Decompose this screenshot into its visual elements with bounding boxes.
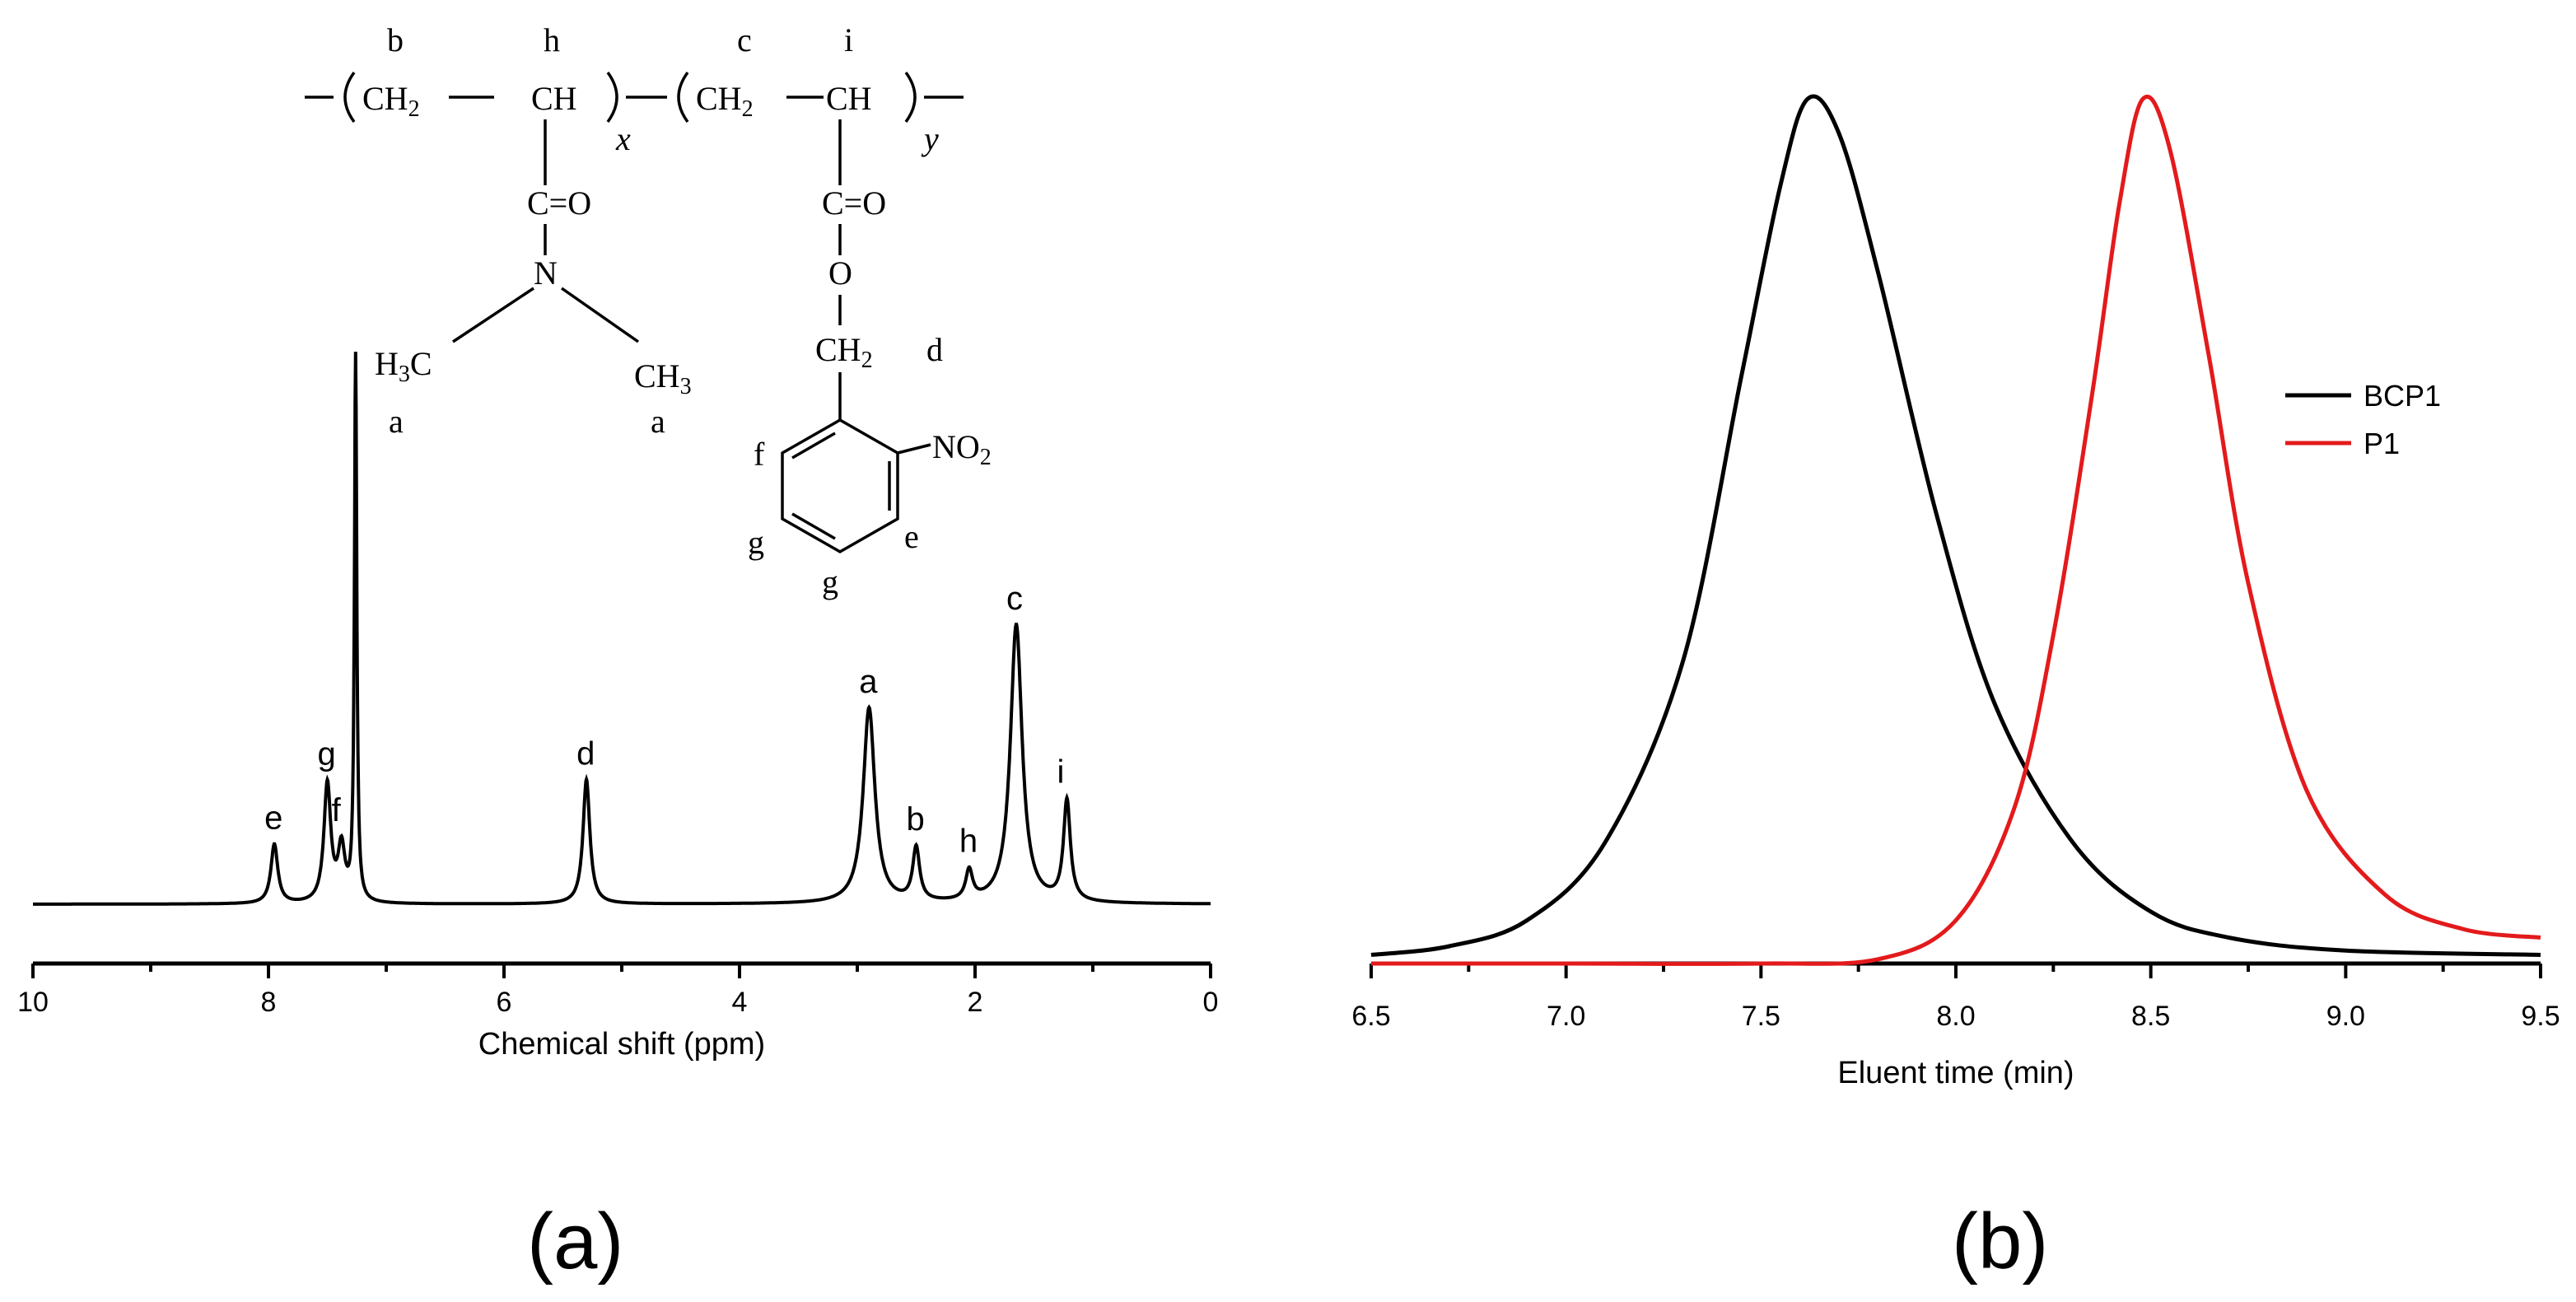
structure-o: O — [828, 254, 852, 292]
structure-bracket-right-y — [904, 71, 917, 124]
structure-bracket-left-x — [343, 71, 356, 124]
structure-ch-y: CH — [826, 80, 872, 117]
structure-label-e: e — [904, 518, 919, 555]
structure-bond — [560, 287, 640, 343]
structure-label-a-right: a — [651, 403, 665, 440]
nmr-x-axis-label: Chemical shift (ppm) — [478, 1027, 765, 1062]
gpc-x-tick-label: 7.0 — [1547, 1001, 1585, 1032]
chemical-structure: CH2 CH x CH2 CH y b h c i C=O N H3C CH3 … — [305, 21, 992, 600]
structure-ch2-y: CH2 — [696, 80, 754, 122]
structure-label-a-left: a — [389, 403, 404, 440]
structure-ch2-x: CH2 — [362, 80, 420, 122]
nmr-x-tick-label: 0 — [1203, 987, 1219, 1018]
benzene-ring — [781, 418, 899, 554]
gpc-x-tick-label: 9.5 — [2521, 1001, 2560, 1032]
gpc-legend: BCP1 P1 — [2285, 379, 2441, 460]
legend-label-bcp1: BCP1 — [2364, 379, 2441, 413]
structure-ch2-d: CH2 — [815, 331, 873, 373]
nmr-x-tick-label: 4 — [732, 987, 748, 1018]
structure-bond — [897, 443, 931, 455]
structure-ch3: CH3 — [634, 357, 692, 399]
structure-label-c: c — [737, 21, 752, 58]
gpc-x-tick-label: 9.0 — [2326, 1001, 2365, 1032]
structure-label-i: i — [844, 21, 853, 58]
structure-bond — [791, 432, 836, 460]
nmr-peak-label-g: g — [318, 736, 336, 772]
nmr-peak-label-c: c — [1006, 581, 1023, 617]
structure-n: N — [534, 254, 558, 292]
structure-label-f: f — [754, 436, 765, 473]
structure-bracket-right-x — [606, 71, 618, 124]
gpc-x-tick-label: 8.0 — [1936, 1001, 1975, 1032]
nmr-x-tick-label: 6 — [497, 987, 512, 1018]
gpc-x-axis-label: Eluent time (min) — [1837, 1056, 2074, 1090]
nmr-x-tick-label: 2 — [968, 987, 983, 1018]
structure-label-d: d — [926, 331, 943, 368]
panel-label-b: (b) — [1952, 1197, 2048, 1286]
panel-label-a: (a) — [527, 1197, 623, 1286]
nmr-x-tick-label: 10 — [17, 987, 49, 1018]
nmr-peak-label-h: h — [959, 824, 978, 860]
gpc-panel: 6.5 7.0 7.5 8.0 8.5 9.0 9.5 Eluent time (min) … — [1351, 94, 2560, 1286]
structure-h3c: H3C — [375, 345, 432, 387]
legend-label-p1: P1 — [2364, 427, 2400, 460]
structure-no2: NO2 — [932, 428, 992, 470]
structure-bond — [452, 287, 534, 343]
structure-label-g-left: g — [748, 524, 764, 561]
series-line-p1 — [1371, 94, 2541, 966]
gpc-x-tick-label: 8.5 — [2131, 1001, 2170, 1032]
structure-bracket-left-y — [677, 71, 689, 124]
nmr-spectrum-line — [33, 352, 1211, 906]
structure-bond — [791, 512, 836, 540]
structure-co-left: C=O — [527, 184, 591, 222]
structure-label-b: b — [387, 21, 404, 58]
nmr-ticks: 10 8 6 4 2 0 — [17, 964, 1218, 1018]
nmr-peak-label-b: b — [907, 801, 925, 838]
structure-x-subscript: x — [615, 120, 631, 157]
structure-ch-x: CH — [531, 80, 577, 117]
structure-label-h: h — [544, 21, 560, 58]
nmr-peak-label-i: i — [1057, 754, 1065, 791]
gpc-ticks: 6.5 7.0 7.5 8.0 8.5 9.0 9.5 — [1351, 964, 2560, 1032]
nmr-peak-label-f: f — [332, 792, 342, 828]
nmr-peak-label-e: e — [264, 800, 282, 837]
series-line-bcp1 — [1370, 94, 2541, 957]
nmr-peak-labels: egf d a bh c i — [264, 581, 1064, 860]
nmr-x-tick-label: 8 — [261, 987, 277, 1018]
nmr-peak-label-d: d — [576, 735, 595, 772]
structure-label-g-bottom: g — [822, 563, 838, 600]
structure-co-right: C=O — [822, 184, 886, 222]
nmr-peak-label-a: a — [859, 664, 878, 700]
structure-y-subscript: y — [921, 120, 939, 157]
gpc-x-tick-label: 7.5 — [1742, 1001, 1780, 1032]
gpc-x-tick-label: 6.5 — [1351, 1001, 1390, 1032]
